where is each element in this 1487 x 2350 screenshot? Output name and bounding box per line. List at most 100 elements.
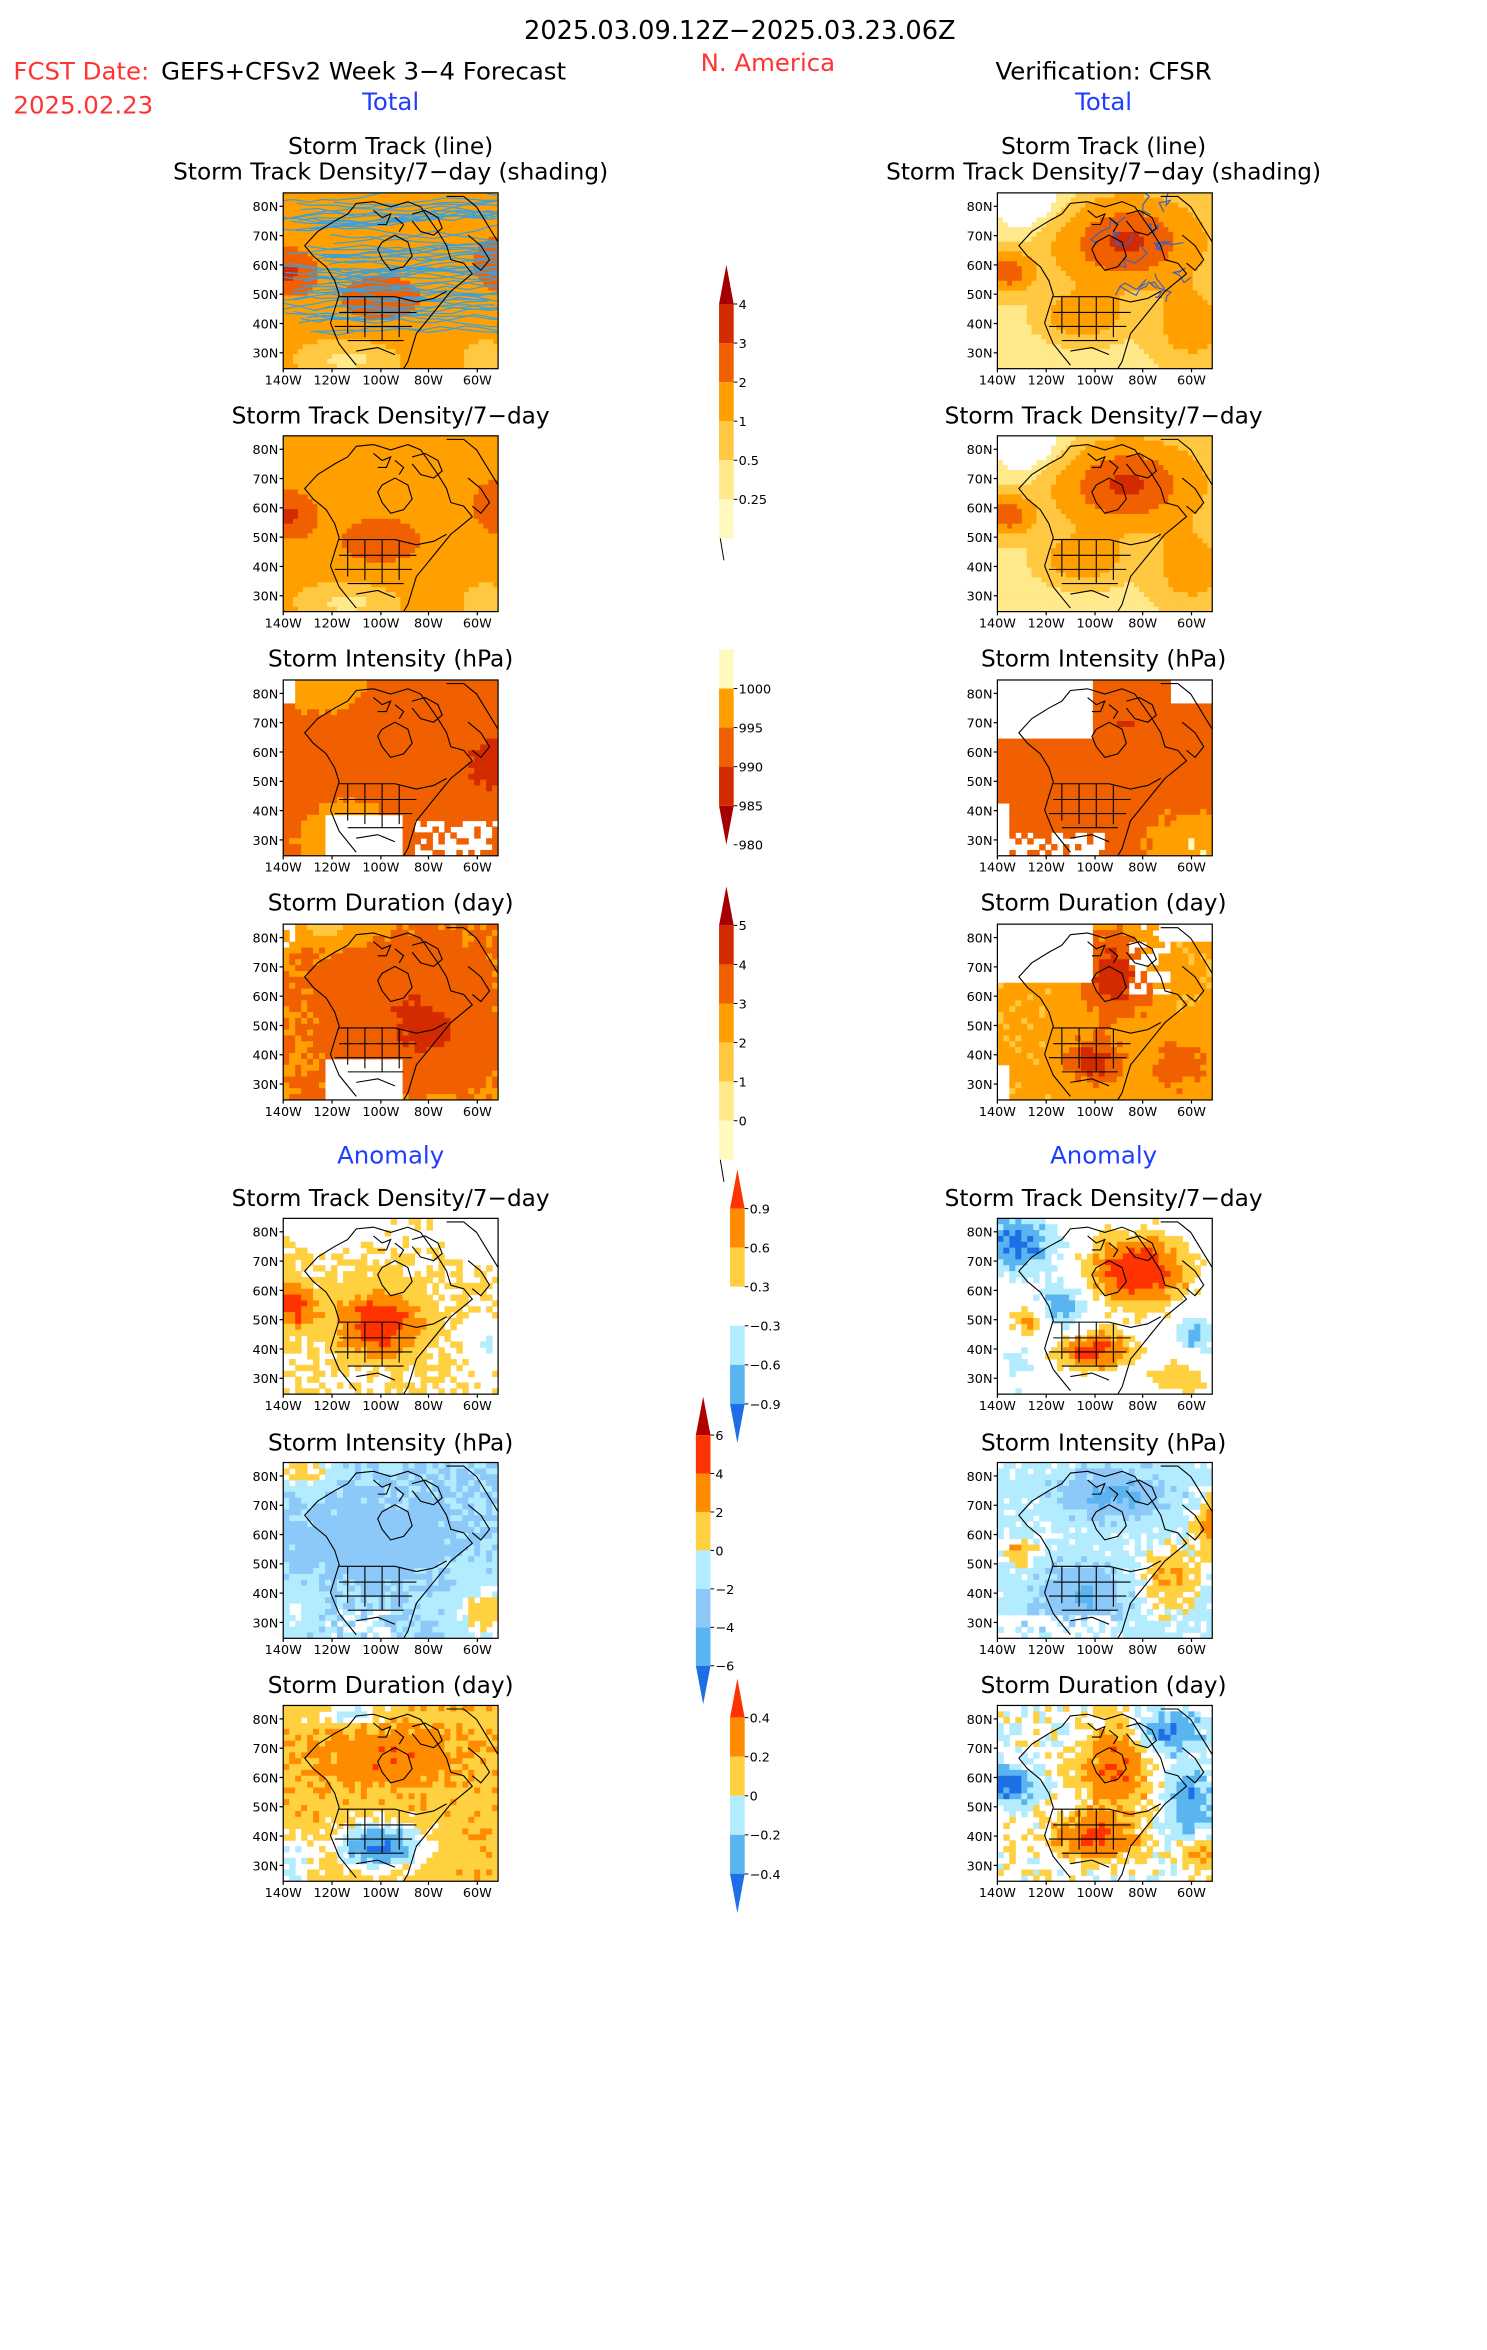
colorbar-tick-label: 1 [739, 415, 747, 430]
lat-tick-label: 30N [252, 590, 278, 605]
colorbar-swatch [696, 1474, 711, 1512]
lat-tick-label: 80N [252, 200, 278, 215]
lat-tick-label: 30N [252, 1372, 278, 1387]
lat-tick-label: 30N [252, 1078, 278, 1093]
lon-tick-label: 80W [414, 861, 443, 876]
lon-tick-label: 120W [1028, 1399, 1065, 1414]
lat-tick-label: 60N [967, 259, 993, 274]
lat-tick-label: 70N [252, 1499, 278, 1514]
colorbar-tick-label: −0.2 [750, 1829, 781, 1844]
lat-tick-label: 80N [252, 1713, 278, 1728]
lon-tick-label: 80W [414, 1886, 443, 1901]
lat-tick-label: 30N [252, 1616, 278, 1631]
lat-tick-label: 50N [252, 775, 278, 790]
lat-tick-label: 50N [252, 288, 278, 303]
lon-tick-label: 60W [463, 1105, 492, 1120]
lat-tick-label: 80N [967, 1470, 993, 1485]
lon-tick-label: 120W [314, 1399, 351, 1414]
colorbar-swatch [719, 421, 734, 460]
lon-tick-label: 140W [265, 1643, 302, 1658]
fcst-date-label: FCST Date: [13, 56, 149, 85]
lat-tick-label: 50N [967, 1314, 993, 1329]
lat-tick-label: 70N [967, 1499, 993, 1514]
lat-tick-label: 40N [967, 804, 993, 819]
lat-tick-label: 50N [252, 1801, 278, 1816]
colorbar-tick-label: 0.3 [750, 1281, 770, 1296]
lat-tick-label: 60N [252, 746, 278, 761]
lat-tick-label: 70N [967, 229, 993, 244]
lon-tick-label: 140W [265, 1886, 302, 1901]
region-label: N. America [701, 48, 835, 77]
lat-tick-label: 30N [967, 1859, 993, 1874]
lon-tick-label: 120W [1028, 861, 1065, 876]
panel-title-obs-intensity: Storm Intensity (hPa) [981, 646, 1226, 673]
lat-tick-label: 30N [252, 834, 278, 849]
lat-tick-label: 60N [967, 990, 993, 1005]
panel-title-fc-density-anom: Storm Track Density/7−day [232, 1185, 550, 1212]
lat-tick-label: 40N [967, 1587, 993, 1602]
lat-tick-label: 80N [252, 931, 278, 946]
colorbar-swatch [730, 1718, 745, 1757]
panel-title-fc-density: Storm Track Density/7−day [232, 403, 550, 430]
colorbar-swatch [719, 964, 734, 1003]
lat-tick-label: 40N [252, 1587, 278, 1602]
lon-tick-label: 120W [1028, 1105, 1065, 1120]
colorbar-swatch [696, 1512, 711, 1550]
colorbar-tick-label: 0.2 [750, 1751, 770, 1766]
lat-tick-label: 40N [967, 1830, 993, 1845]
colorbar-tick-label: 5 [739, 919, 747, 934]
lat-tick-label: 70N [967, 472, 993, 487]
colorbar-swatch [719, 689, 734, 728]
lon-tick-label: 140W [265, 374, 302, 389]
lat-tick-label: 70N [252, 961, 278, 976]
lat-tick-label: 30N [252, 1859, 278, 1874]
colorbar-tick-label: 0.5 [739, 454, 759, 469]
fcst-date: 2025.02.23 [13, 91, 153, 120]
colorbar-tick-label: 2 [739, 1036, 747, 1051]
lon-tick-label: 140W [979, 616, 1016, 631]
colorbar-swatch [696, 1589, 711, 1627]
lat-tick-label: 60N [967, 1284, 993, 1299]
colorbar-tick-label: 1000 [739, 682, 772, 697]
lon-tick-label: 60W [1177, 616, 1206, 631]
colorbar-tick-label: −0.9 [750, 1398, 781, 1413]
lat-tick-label: 30N [967, 834, 993, 849]
lon-tick-label: 140W [265, 616, 302, 631]
colorbar-tick-label: 2 [715, 1506, 723, 1521]
lat-tick-label: 40N [252, 804, 278, 819]
lon-tick-label: 100W [362, 616, 399, 631]
lat-tick-label: 80N [967, 443, 993, 458]
panel-title-obs-track-shading: Storm Track Density/7−day (shading) [886, 158, 1321, 185]
lon-tick-label: 60W [1177, 1105, 1206, 1120]
colorbar-tick-label: −4 [715, 1621, 734, 1636]
colorbar-tick-label: 4 [715, 1467, 723, 1482]
colorbar-tick-label: −6 [715, 1660, 734, 1675]
lon-tick-label: 60W [463, 616, 492, 631]
lon-tick-label: 60W [1177, 374, 1206, 389]
colorbar-tick-label: 0 [715, 1544, 723, 1559]
verification-anomaly-label: Anomaly [1050, 1140, 1157, 1169]
lon-tick-label: 120W [314, 1643, 351, 1658]
panel-title-obs-density-anom: Storm Track Density/7−day [945, 1185, 1263, 1212]
lat-tick-label: 80N [967, 1713, 993, 1728]
lat-tick-label: 40N [252, 560, 278, 575]
colorbar-tick-label: 3 [739, 997, 747, 1012]
lon-tick-label: 120W [314, 616, 351, 631]
colorbar-tick-label: −0.4 [750, 1868, 781, 1883]
colorbar-swatch [719, 382, 734, 421]
colorbar-swatch [730, 1248, 745, 1287]
lat-tick-label: 60N [967, 502, 993, 517]
lat-tick-label: 70N [967, 717, 993, 732]
lon-tick-label: 80W [1128, 374, 1157, 389]
lat-tick-label: 30N [967, 590, 993, 605]
lon-tick-label: 100W [362, 1643, 399, 1658]
lon-tick-label: 100W [1077, 616, 1114, 631]
lat-tick-label: 30N [967, 1372, 993, 1387]
lat-tick-label: 80N [967, 931, 993, 946]
lat-tick-label: 40N [252, 1343, 278, 1358]
